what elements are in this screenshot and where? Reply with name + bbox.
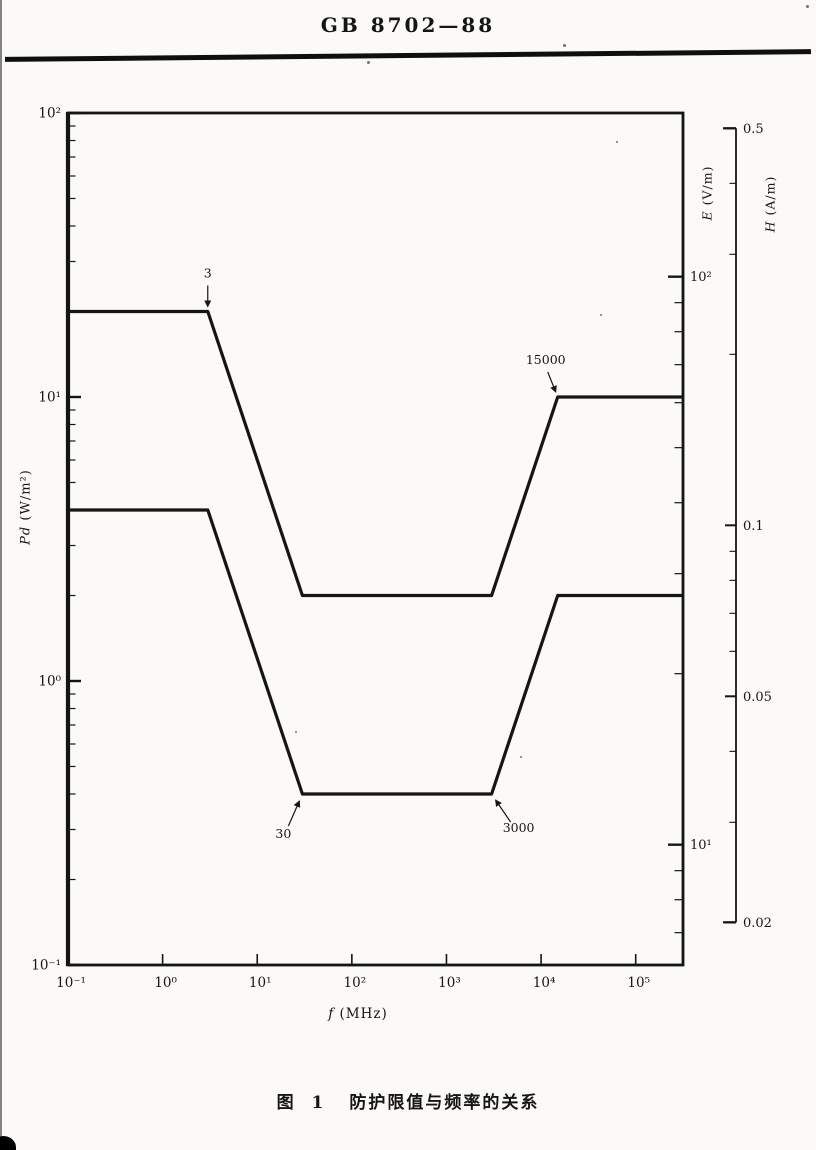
f-tick-label: 10⁰ <box>154 975 177 991</box>
scan-speck <box>520 756 522 758</box>
annotation-arrow-3000 <box>495 799 512 823</box>
e-tick-label: 10¹ <box>690 838 712 853</box>
h-axis-unit: (A/m) <box>762 175 778 216</box>
annotation-arrow-15000 <box>547 371 557 393</box>
pd-axis-title: Pd (W/m²) <box>19 469 34 545</box>
annotation-label-3: 3 <box>204 266 212 281</box>
upper-limit-curve <box>68 309 683 598</box>
pd-axis-unit: (W/m²) <box>18 469 34 521</box>
e-axis-symbol: E <box>699 210 715 221</box>
breakpoint-annotations: 3 30 3000 15000 <box>204 266 566 842</box>
figure-number: 图 1 <box>276 1093 330 1113</box>
annotation-label-15000: 15000 <box>526 352 566 367</box>
figure-caption-text: 防护限值与频率的关系 <box>349 1093 540 1113</box>
h-axis-symbol: H <box>762 220 778 233</box>
f-axis-symbol: f <box>328 1006 335 1022</box>
pd-tick-label: 10² <box>38 106 61 122</box>
pd-axis-symbol: Pd <box>18 525 34 545</box>
h-tick-label: 0.05 <box>743 690 772 705</box>
scan-corner-artifact <box>0 1136 16 1150</box>
pd-tick-label: 10⁰ <box>38 674 61 690</box>
pd-axis-ticks: 10² 10¹ 10⁰ 10⁻¹ <box>31 106 81 974</box>
f-tick-label: 10⁻¹ <box>56 975 86 991</box>
f-axis-ticks: 10⁻¹ 10⁰ 10¹ 10² 10³ 10⁴ 10⁵ <box>56 954 650 991</box>
f-tick-label: 10⁴ <box>533 975 556 991</box>
plot-border <box>66 111 685 967</box>
f-tick-label: 10¹ <box>249 975 272 991</box>
e-axis-unit: (V/m) <box>699 165 715 206</box>
annotation-label-30: 30 <box>275 826 291 841</box>
f-tick-label: 10⁵ <box>627 975 650 991</box>
h-axis-title: H (A/m) <box>763 176 778 233</box>
scan-speck <box>616 141 618 143</box>
scan-speck <box>367 61 370 64</box>
e-axis-title: E (V/m) <box>700 166 715 221</box>
scan-edge-artifact <box>0 0 2 1150</box>
h-tick-label: 0.1 <box>743 519 764 534</box>
f-tick-label: 10² <box>344 975 367 991</box>
scan-speck <box>295 731 297 733</box>
h-axis: 0.5 0.1 0.05 0.02 <box>723 122 772 931</box>
lower-limit-curve <box>68 508 683 796</box>
scan-speck <box>806 5 809 8</box>
e-axis-ticks: 10² 10¹ <box>668 270 712 934</box>
f-axis-title: f (MHz) <box>328 1006 388 1022</box>
f-tick-label: 10³ <box>438 975 461 991</box>
scan-speck <box>600 314 602 316</box>
h-tick-label: 0.5 <box>743 122 764 137</box>
h-tick-label: 0.02 <box>743 916 772 931</box>
pd-tick-label: 10¹ <box>38 390 61 406</box>
pd-tick-label: 10⁻¹ <box>31 958 61 974</box>
f-axis-unit: (MHz) <box>339 1006 388 1022</box>
annotation-arrow-30 <box>287 800 301 827</box>
figure-caption: 图 1 防护限值与频率的关系 <box>0 1088 816 1113</box>
scan-speck <box>563 44 566 47</box>
annotation-label-3000: 3000 <box>503 820 535 835</box>
e-tick-label: 10² <box>690 270 712 285</box>
page-title: GB 8702—88 <box>320 13 496 37</box>
